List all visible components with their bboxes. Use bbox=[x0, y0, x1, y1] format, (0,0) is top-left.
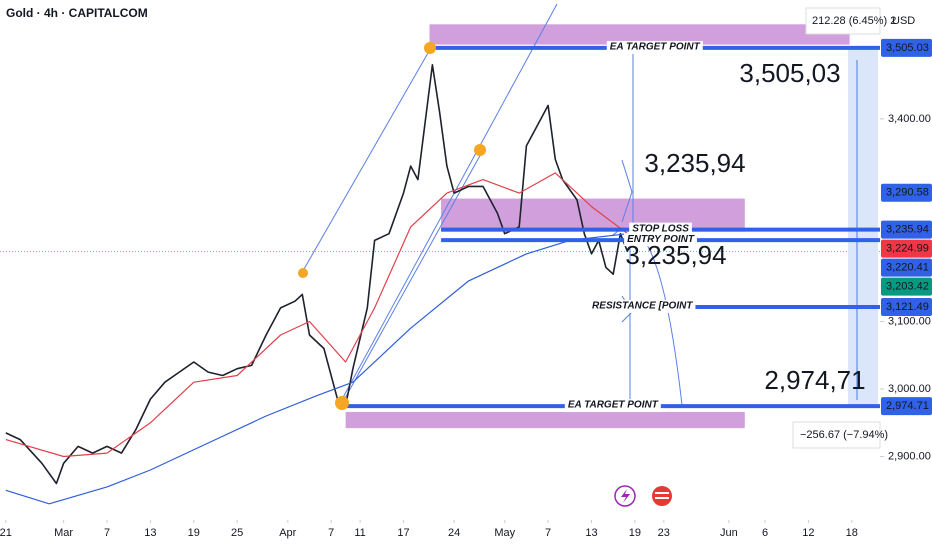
chart-title: Gold · 4h · CAPITALCOM bbox=[6, 6, 148, 20]
event-icon-glyph bbox=[655, 492, 669, 494]
moving-average bbox=[5, 233, 628, 505]
annotation: 3,505,03 bbox=[739, 58, 840, 88]
x-tick-label: 23 bbox=[658, 527, 670, 539]
annotation: 2,974,71 bbox=[764, 365, 865, 395]
level-label-bg bbox=[624, 233, 697, 247]
level-label: STOP LOSS bbox=[632, 223, 689, 234]
trend-line bbox=[339, 3, 558, 404]
pivot-marker bbox=[298, 268, 308, 278]
price-line bbox=[5, 64, 629, 485]
x-tick-label: May bbox=[494, 527, 515, 539]
y-tick-label: 2,900.00 bbox=[888, 450, 931, 462]
event-icon[interactable] bbox=[652, 486, 672, 506]
event-icon-glyph bbox=[655, 497, 669, 499]
level-label-bg bbox=[606, 40, 703, 54]
measure-label: 212.28 (6.45%) 2 bbox=[812, 15, 896, 27]
pivot-marker bbox=[424, 42, 436, 54]
x-tick-label: 18 bbox=[846, 527, 858, 539]
level-label: ENTRY POINT bbox=[627, 234, 695, 245]
currency-label: USD bbox=[892, 15, 915, 27]
price-tag-label: 3,121.49 bbox=[886, 301, 929, 313]
event-icon-glyph bbox=[621, 489, 630, 503]
level-label-bg bbox=[564, 399, 661, 413]
price-tag bbox=[881, 220, 932, 239]
price-tag bbox=[881, 183, 932, 202]
measure-box bbox=[805, 7, 881, 35]
x-tick-label: 6 bbox=[762, 527, 768, 539]
y-tick-label: 3,100.00 bbox=[888, 315, 931, 327]
pivot-marker bbox=[474, 144, 486, 156]
level-label: EA TARGET POINT bbox=[610, 42, 701, 53]
x-tick-label: 21 bbox=[0, 527, 12, 539]
price-tag-label: 3,220.41 bbox=[886, 262, 929, 274]
x-tick-label: 25 bbox=[231, 527, 243, 539]
price-tag-label: 2,974.71 bbox=[886, 400, 929, 412]
measure-label: −256.67 (−7.94%) bbox=[800, 429, 888, 441]
price-tag bbox=[881, 258, 932, 277]
measure-box bbox=[792, 421, 881, 449]
price-tag bbox=[881, 239, 932, 258]
annotation: 3,235,94 bbox=[644, 148, 745, 178]
price-tag bbox=[881, 277, 932, 296]
x-tick-label: Mar bbox=[54, 527, 73, 539]
annotation: 3,235,94 bbox=[625, 240, 726, 270]
x-tick-label: 7 bbox=[104, 527, 110, 539]
zone bbox=[345, 411, 745, 429]
x-tick-label: Jun bbox=[720, 527, 738, 539]
zone bbox=[429, 24, 850, 45]
trend-line bbox=[299, 45, 433, 277]
y-tick-label: 3,000.00 bbox=[888, 383, 931, 395]
x-tick-label: 24 bbox=[448, 527, 460, 539]
price-tag-label: 3,505.03 bbox=[886, 42, 929, 54]
measure-band bbox=[848, 47, 878, 407]
level-label: EA TARGET POINT bbox=[568, 400, 659, 411]
price-tag bbox=[881, 38, 932, 57]
x-tick-label: 12 bbox=[802, 527, 814, 539]
x-tick-label: 19 bbox=[629, 527, 641, 539]
x-tick-label: 13 bbox=[585, 527, 597, 539]
x-tick-label: 13 bbox=[144, 527, 156, 539]
pivot-marker bbox=[335, 396, 349, 410]
x-tick-label: 7 bbox=[328, 527, 334, 539]
price-tag-label: 3,235.94 bbox=[886, 224, 929, 236]
moving-average bbox=[5, 172, 628, 458]
price-tag-label: 3,203.42 bbox=[886, 281, 929, 293]
level-label-bg bbox=[589, 299, 696, 313]
y-tick-label: 3,400.00 bbox=[888, 113, 931, 125]
x-tick-label: 7 bbox=[545, 527, 551, 539]
trend-line bbox=[343, 151, 483, 401]
x-tick-label: Apr bbox=[279, 527, 296, 539]
price-tag-label: 3,290.58 bbox=[886, 187, 929, 199]
price-tag-label: 3,224.99 bbox=[886, 243, 929, 255]
level-label-bg bbox=[629, 222, 692, 236]
level-label: RESISTANCE [POINT bbox=[592, 301, 693, 312]
x-tick-label: 17 bbox=[397, 527, 409, 539]
x-tick-label: 19 bbox=[188, 527, 200, 539]
price-tag bbox=[881, 397, 932, 416]
price-tag bbox=[881, 297, 932, 316]
x-tick-label: 11 bbox=[354, 527, 365, 539]
zone bbox=[441, 198, 745, 232]
